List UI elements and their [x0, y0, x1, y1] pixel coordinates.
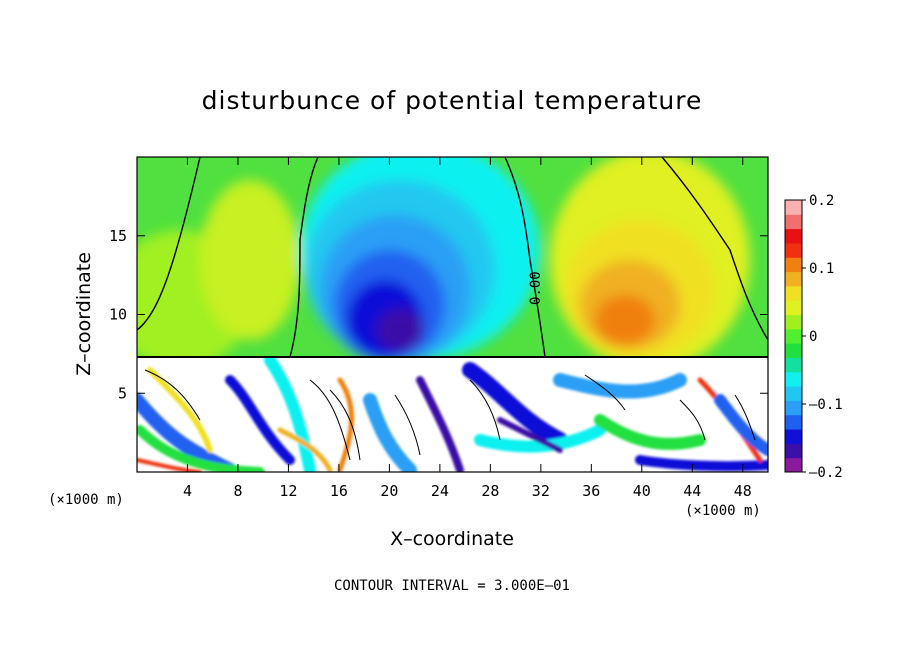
colorbar-swatch [785, 214, 802, 230]
y-axis-label: Z–coordinate [73, 252, 95, 376]
x-tick-label: 40 [633, 482, 651, 500]
x-axis-label: X–coordinate [390, 528, 514, 550]
x-tick-label: 36 [582, 482, 600, 500]
colorbar: 0.2 0.1 0 –0.1 –0.2 [784, 193, 843, 481]
colorbar-swatch [785, 228, 802, 244]
x-tick-label: 12 [279, 482, 297, 500]
colorbar-swatch [785, 429, 802, 444]
colorbar-swatch [785, 300, 802, 316]
colorbar-tick-label: –0.2 [809, 465, 843, 481]
colorbar-swatch [785, 285, 802, 301]
x-unit-left: (×1000 m) [48, 492, 124, 508]
colorbar-tick-label: –0.1 [809, 397, 843, 413]
x-tick-label: 24 [431, 482, 449, 500]
y-tick-label: 10 [109, 306, 127, 324]
colorbar-swatch [785, 357, 802, 373]
x-tick-label: 4 [183, 482, 192, 500]
x-axis-ticks: 4 8 12 16 20 24 28 32 36 40 44 48 [183, 157, 752, 500]
y-tick-label: 5 [118, 384, 127, 402]
x-tick-label: 20 [380, 482, 398, 500]
colorbar-swatch [785, 328, 802, 344]
chart-title: disturbunce of potential temperature [201, 86, 703, 115]
x-tick-label: 28 [481, 482, 499, 500]
upper-field [137, 157, 768, 357]
zero-contours [137, 157, 768, 357]
colorbar-tick-label: 0.1 [809, 261, 834, 277]
colorbar-swatch [785, 257, 802, 273]
contour-interval-note: CONTOUR INTERVAL = 3.000E–01 [333, 578, 570, 594]
y-axis-ticks: 5 10 15 [109, 227, 768, 402]
colorbar-swatch [785, 414, 802, 430]
colorbar-tick-label: 0 [809, 329, 817, 345]
lower-field [137, 357, 768, 472]
y-tick-label: 15 [109, 227, 127, 245]
contour-label: 0.00 [528, 271, 544, 305]
x-tick-label: 8 [233, 482, 242, 500]
colorbar-swatch [785, 400, 802, 416]
colorbar-swatch [785, 457, 802, 473]
colorbar-swatch [785, 271, 802, 287]
colorbar-tick-label: 0.2 [809, 193, 834, 209]
colorbar-swatch [785, 343, 802, 358]
colorbar-swatch [785, 314, 802, 330]
colorbar-swatch [785, 371, 802, 387]
x-tick-label: 32 [532, 482, 550, 500]
x-unit-right: (×1000 m) [685, 503, 761, 519]
colorbar-swatch [785, 443, 802, 459]
x-tick-label: 48 [734, 482, 752, 500]
x-tick-label: 16 [330, 482, 348, 500]
colorbar-swatch [785, 242, 802, 258]
colorbar-swatch [785, 386, 802, 401]
x-tick-label: 44 [683, 482, 701, 500]
colorbar-swatch [785, 200, 802, 215]
